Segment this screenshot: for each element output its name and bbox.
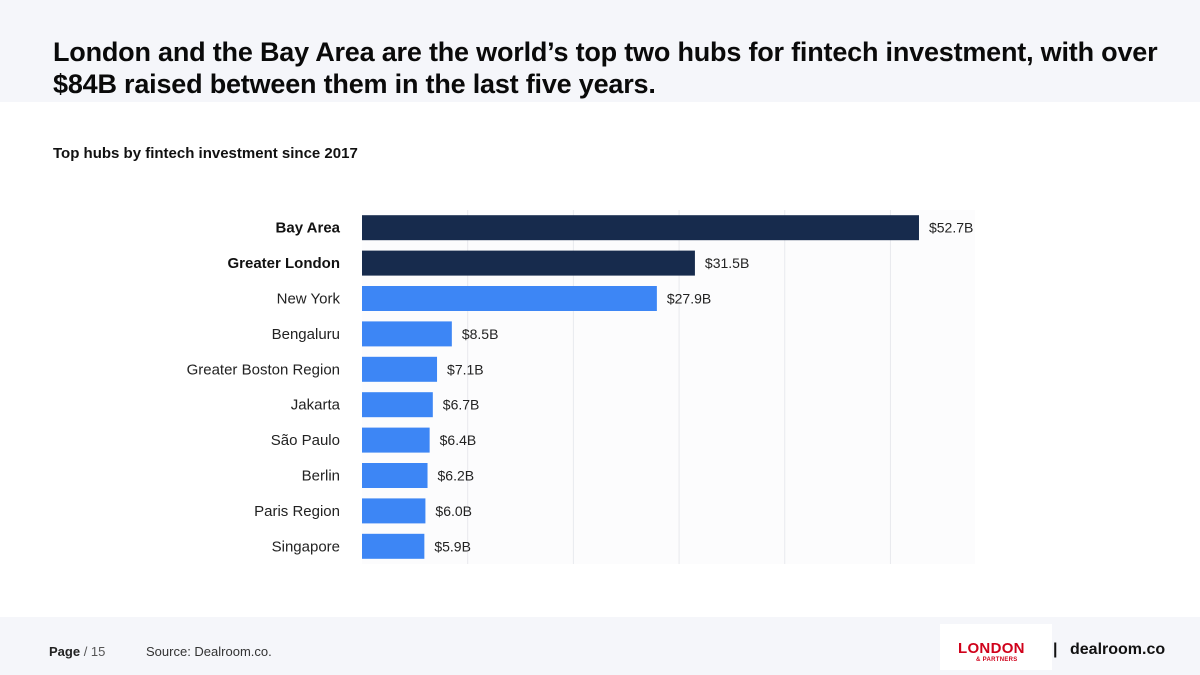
category-label: Jakarta	[291, 397, 341, 414]
bar	[362, 321, 452, 347]
category-label: Greater London	[227, 255, 340, 272]
source-note: Source: Dealroom.co.	[146, 644, 272, 659]
data-label: $6.7B	[443, 397, 480, 413]
header-band	[0, 0, 1200, 102]
category-label: Bay Area	[276, 220, 341, 237]
category-label: São Paulo	[271, 432, 340, 449]
category-label: Singapore	[272, 538, 340, 555]
bar	[362, 250, 695, 276]
data-label: $7.1B	[447, 361, 484, 377]
data-label: $6.4B	[440, 432, 477, 448]
dealroom-logo: dealroom.co	[1070, 641, 1166, 658]
bar	[362, 533, 425, 559]
category-label: Berlin	[302, 468, 340, 485]
category-label: Paris Region	[254, 503, 340, 520]
bar	[362, 356, 438, 382]
bar	[362, 392, 433, 418]
data-label: $5.9B	[434, 538, 471, 554]
london-partners-logo	[940, 624, 1052, 670]
bar	[362, 498, 426, 524]
bar	[362, 286, 657, 311]
data-label: $31.5B	[705, 255, 749, 271]
page-label: Page	[49, 644, 81, 659]
logo-separator: |	[1053, 641, 1058, 658]
page-total: / 15	[83, 644, 106, 659]
data-label: $52.7B	[929, 220, 973, 236]
category-label: Bengaluru	[272, 326, 340, 343]
chart-title: Top hubs by fintech investment since 201…	[53, 145, 358, 162]
category-label: Greater Boston Region	[187, 361, 340, 378]
data-label: $6.2B	[438, 468, 475, 484]
page-title: London and the Bay Area are the world’s …	[53, 37, 1158, 99]
data-label: $27.9B	[667, 291, 711, 307]
bar	[362, 463, 428, 488]
page-number: Page / 15	[49, 644, 105, 659]
bar-chart: Bay Area $52.7B Greater London $31.5B New Yo…	[187, 210, 975, 564]
category-label: New York	[277, 291, 341, 308]
logo-london-text: LONDON	[958, 640, 1025, 657]
data-label: $6.0B	[435, 503, 472, 519]
data-label: $8.5B	[462, 326, 499, 342]
logo-partners-text: & PARTNERS	[976, 657, 1018, 663]
bar	[362, 215, 919, 241]
bar	[362, 427, 430, 453]
